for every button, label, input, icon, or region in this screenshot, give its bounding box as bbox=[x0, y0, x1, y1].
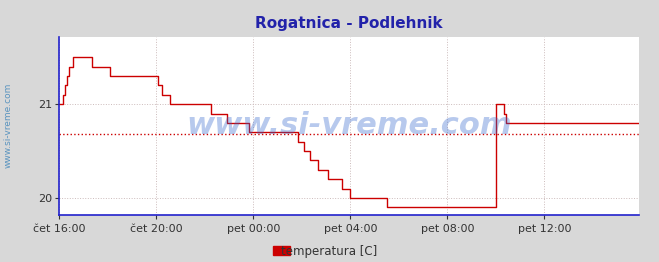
Text: www.si-vreme.com: www.si-vreme.com bbox=[3, 83, 13, 168]
Text: www.si-vreme.com: www.si-vreme.com bbox=[186, 111, 512, 140]
Title: Rogatnica - Podlehnik: Rogatnica - Podlehnik bbox=[256, 16, 443, 31]
Text: temperatura [C]: temperatura [C] bbox=[281, 245, 378, 258]
